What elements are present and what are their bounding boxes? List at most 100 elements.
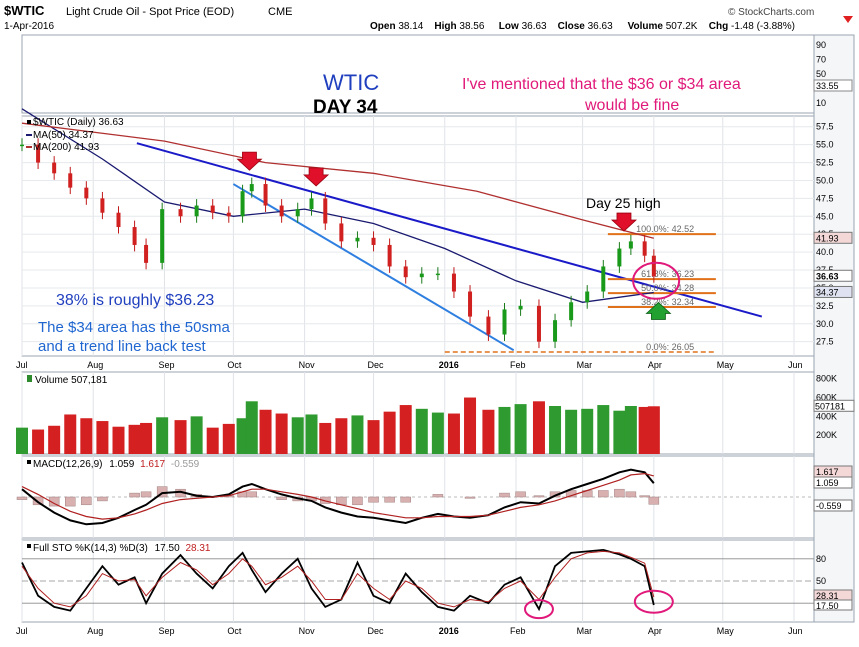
candle	[295, 209, 300, 217]
candle	[116, 212, 121, 228]
month-label-7: Feb	[510, 360, 526, 370]
candle	[339, 223, 344, 242]
highlight-circle-sto-feb	[523, 599, 554, 620]
macd-histogram-bar	[276, 496, 287, 500]
month-label-bottom-2: Sep	[158, 626, 174, 636]
candle	[323, 198, 328, 224]
macd-histogram-bar	[65, 496, 76, 507]
month-label-8: Mar	[577, 360, 593, 370]
volume-bar	[222, 423, 235, 454]
legend-macd: MACD(12,26,9) 1.059 1.617 -0.559	[33, 459, 200, 470]
candle	[132, 227, 137, 245]
macd-histogram-bar	[614, 488, 625, 498]
volume-tick-3: 200K	[816, 430, 837, 440]
legend-volume: Volume 507,181	[35, 375, 108, 386]
month-label-3: Oct	[227, 360, 242, 370]
top-badge-box	[813, 79, 853, 92]
candle	[52, 162, 57, 174]
volume-bar	[32, 429, 45, 454]
candle	[210, 205, 215, 213]
price-tick-5: 45.0	[816, 211, 834, 221]
macd-badge-box-2	[813, 499, 853, 512]
macd-histogram-bar	[639, 495, 650, 498]
date-label: 1-Apr-2016	[4, 21, 54, 32]
volume-bar	[482, 409, 495, 454]
brand-label: © StockCharts.com	[728, 7, 814, 18]
candle	[309, 198, 314, 210]
month-label-4: Nov	[299, 360, 316, 370]
legend-sto-v1: 17.50	[155, 543, 180, 554]
price-tick-10: 32.5	[816, 301, 834, 311]
price-panel: 100.0%: 42.52 61.8%: 36.23 50.0%: 34.28 38.…	[20, 108, 853, 353]
candle	[502, 309, 507, 335]
volume-bar	[597, 405, 610, 454]
macd-histogram-bar	[384, 496, 395, 503]
sto-d-line	[21, 550, 655, 608]
candle	[518, 305, 523, 310]
candle	[617, 248, 622, 267]
macd-histogram-bar	[81, 496, 92, 506]
candle	[263, 184, 268, 206]
volume-tick-1: 600K	[816, 393, 837, 403]
volume-bar	[335, 418, 348, 454]
price-tick-3: 50.0	[816, 175, 834, 185]
volume-bar	[64, 414, 77, 454]
volume-bar	[514, 404, 527, 454]
candle	[371, 237, 376, 245]
top-badge: 33.55	[816, 81, 839, 91]
candle	[160, 209, 165, 263]
quote-item-3: Close 36.63	[558, 21, 613, 32]
volume-bar	[80, 418, 93, 454]
month-label-bottom-10: May	[717, 626, 735, 636]
volume-bar	[156, 417, 169, 454]
quote-item-5: Chg -1.48 (-3.88%)	[709, 21, 795, 32]
macd-signal	[21, 472, 654, 520]
month-label-1: Aug	[87, 360, 103, 370]
volume-bar	[431, 412, 444, 454]
macd-histogram-bar	[352, 496, 363, 506]
highlight-circle-sto-apr	[633, 589, 674, 614]
macd-histogram-bar	[16, 496, 28, 500]
sto-legend: Full STO %K(14,3) %D(3) 17.50 28.31	[27, 543, 211, 554]
volume-bar	[383, 411, 396, 454]
top-tick-2: 50	[816, 69, 826, 79]
volume-bar	[112, 426, 125, 454]
volume-bar	[96, 421, 109, 454]
down-arrow-icon	[843, 16, 853, 23]
macd-badge-1: 1.059	[816, 478, 839, 488]
grid-lines: Jul Jul Aug Aug Sep Sep Oct Oct Nov Nov Dec Dec 2016…	[16, 40, 853, 636]
annotation-sma-note-1: The $34 area has the 50sma	[38, 319, 230, 336]
month-label-5: Dec	[368, 360, 385, 370]
price-badge-0: 41.93	[816, 233, 839, 243]
macd-histogram-bar	[400, 496, 411, 503]
volume-bar	[259, 409, 272, 454]
macd-histogram-bar	[97, 496, 108, 502]
candle	[403, 266, 408, 278]
price-tick-11: 30.0	[816, 319, 834, 329]
trendline-main	[136, 142, 763, 318]
price-tick-2: 52.5	[816, 158, 834, 168]
annotation-note-1: I've mentioned that the $36 or $34 area	[462, 76, 741, 93]
price-panel-frame	[21, 115, 815, 357]
macd-line	[21, 468, 655, 526]
volume-bar	[16, 427, 28, 454]
volume-bar	[415, 408, 428, 454]
candle	[601, 266, 606, 292]
red-down-arrow-icon	[236, 151, 263, 171]
fib-label-3: 38.2%: 32.34	[641, 297, 694, 307]
price-tick-4: 47.5	[816, 193, 834, 203]
price-badge-box-1	[813, 269, 853, 282]
macd-histogram-bar	[129, 492, 140, 498]
volume-bar	[236, 418, 249, 454]
month-label-bottom-3: Oct	[227, 626, 242, 636]
volume-badge: 507181	[815, 401, 845, 411]
macd-histogram-bar	[48, 496, 60, 507]
volume-bar	[565, 409, 578, 454]
highlight-circle-price	[632, 261, 681, 300]
volume-bar	[351, 415, 364, 454]
month-label-bottom-9: Apr	[648, 626, 662, 636]
macd-histogram-bar	[533, 495, 545, 498]
candle	[536, 305, 541, 342]
sto-k-line	[21, 548, 655, 612]
